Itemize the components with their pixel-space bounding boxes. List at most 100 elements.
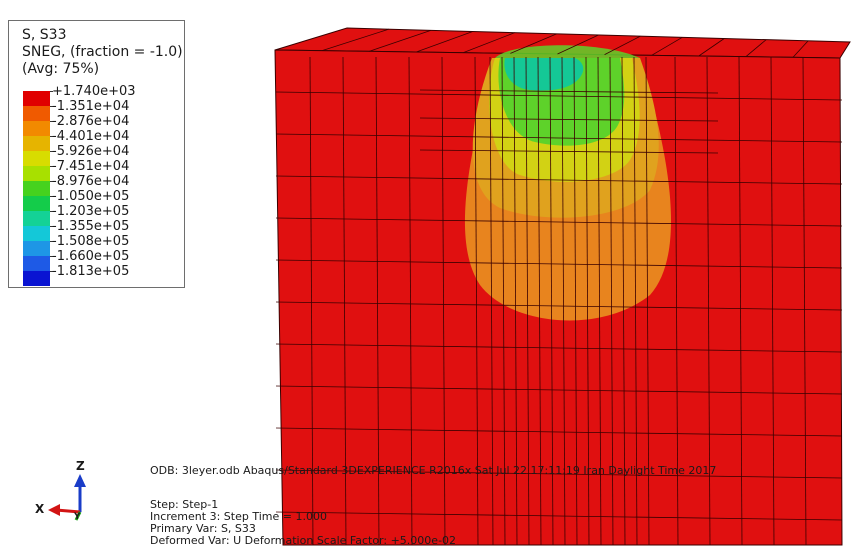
mesh-line xyxy=(275,175,843,185)
legend-tick xyxy=(50,106,53,107)
legend-tick xyxy=(50,181,53,182)
step-info: Step: Step-1 xyxy=(150,498,219,511)
mesh-line xyxy=(321,28,390,52)
deformed-model xyxy=(274,27,851,546)
legend-swatch xyxy=(23,256,50,271)
mesh-line xyxy=(792,40,809,58)
mesh-line xyxy=(275,301,843,311)
legend-tick xyxy=(50,91,53,92)
legend-tick xyxy=(50,271,53,272)
legend-tick xyxy=(50,211,53,212)
mesh-line xyxy=(537,56,542,546)
legend-value: -4.401e+04 xyxy=(52,129,130,144)
legend-swatch xyxy=(23,211,50,226)
legend-swatch xyxy=(23,271,50,286)
mesh-line xyxy=(489,56,494,546)
mesh-line xyxy=(706,56,711,546)
mesh-line xyxy=(375,56,380,546)
primary-var-info: Primary Var: S, S33 xyxy=(150,522,256,535)
mesh-line xyxy=(419,89,719,94)
mesh-line xyxy=(633,56,638,546)
mesh-line xyxy=(698,38,725,57)
legend-value: -1.050e+05 xyxy=(52,189,130,204)
legend-value: -7.451e+04 xyxy=(52,159,130,174)
legend-swatch xyxy=(23,106,50,121)
mesh-line xyxy=(510,33,557,54)
mesh-line xyxy=(621,56,626,546)
mesh-line xyxy=(802,56,807,546)
legend-value: -2.876e+04 xyxy=(52,114,130,129)
legend-swatch xyxy=(23,151,50,166)
legend-swatch xyxy=(23,181,50,196)
mesh-line xyxy=(369,29,431,52)
legend-tick xyxy=(50,256,53,257)
mesh-line xyxy=(275,511,843,521)
mesh-line xyxy=(342,56,347,546)
legend-value: -1.813e+05 xyxy=(52,264,130,279)
legend-swatch xyxy=(23,166,50,181)
mesh-line xyxy=(275,469,843,479)
mesh-line xyxy=(651,36,683,56)
mesh-line xyxy=(275,427,843,437)
legend-value: -1.660e+05 xyxy=(52,249,130,264)
legend-variable: S, S33 xyxy=(22,27,67,43)
mesh-line xyxy=(416,31,473,53)
legend-swatch xyxy=(23,121,50,136)
mesh-line xyxy=(645,56,650,546)
mesh-line xyxy=(275,343,843,353)
mesh-line xyxy=(275,133,843,143)
legend-tick xyxy=(50,241,53,242)
mesh-line xyxy=(738,56,743,546)
legend-tick xyxy=(50,226,53,227)
triad-x-label: X xyxy=(35,502,45,516)
mesh-line xyxy=(501,56,506,546)
mesh-line xyxy=(419,117,719,122)
legend-tick xyxy=(50,136,53,137)
mesh-line xyxy=(419,149,719,154)
legend-tick xyxy=(50,196,53,197)
mesh-line xyxy=(604,35,641,56)
mesh-line xyxy=(275,259,843,269)
legend-value: -1.508e+05 xyxy=(52,234,130,249)
triad-z-label: Z xyxy=(76,459,85,473)
mesh-line xyxy=(770,56,775,546)
mesh-line xyxy=(557,34,599,55)
mesh-line xyxy=(309,56,314,546)
contour-region-teal xyxy=(504,58,584,91)
legend-value: -5.926e+04 xyxy=(52,144,130,159)
odb-info: ODB: 3leyer.odb Abaqus/Standard 3DEXPERI… xyxy=(150,464,717,477)
legend-value: -1.351e+04 xyxy=(52,99,130,114)
mesh-line xyxy=(513,56,518,546)
legend-swatch xyxy=(23,91,50,106)
mesh-line xyxy=(745,39,767,57)
mesh-lines xyxy=(275,28,843,546)
legend-tick xyxy=(50,121,53,122)
legend-tick xyxy=(50,151,53,152)
triad-y-label: Y xyxy=(74,512,81,522)
triad-x-arrow xyxy=(48,504,60,516)
mesh-line xyxy=(275,91,843,101)
contour-legend: S, S33 SNEG, (fraction = -1.0) (Avg: 75%… xyxy=(8,20,185,288)
legend-value: -1.203e+05 xyxy=(52,204,130,219)
triad-y-axis xyxy=(74,511,82,521)
legend-value: +1.740e+03 xyxy=(52,84,136,99)
mesh-line xyxy=(549,56,554,546)
triad-z-arrow xyxy=(74,474,86,487)
legend-value: -8.976e+04 xyxy=(52,174,130,189)
mesh-line xyxy=(275,385,843,395)
mesh-line xyxy=(463,32,515,54)
top-contour xyxy=(495,45,640,58)
legend-swatch xyxy=(23,136,50,151)
mesh-line xyxy=(674,56,679,546)
deformed-var-info: Deformed Var: U Deformation Scale Factor… xyxy=(150,534,457,547)
legend-swatch xyxy=(23,241,50,256)
mesh-line xyxy=(275,217,843,227)
mesh-line xyxy=(525,56,530,546)
increment-info: Increment 3: Step Time = 1.000 xyxy=(150,510,327,523)
legend-section-point: SNEG, (fraction = -1.0) xyxy=(22,44,183,60)
legend-swatch xyxy=(23,226,50,241)
mesh-line xyxy=(408,56,413,546)
legend-averaging: (Avg: 75%) xyxy=(22,61,100,77)
mesh-line xyxy=(441,56,446,546)
